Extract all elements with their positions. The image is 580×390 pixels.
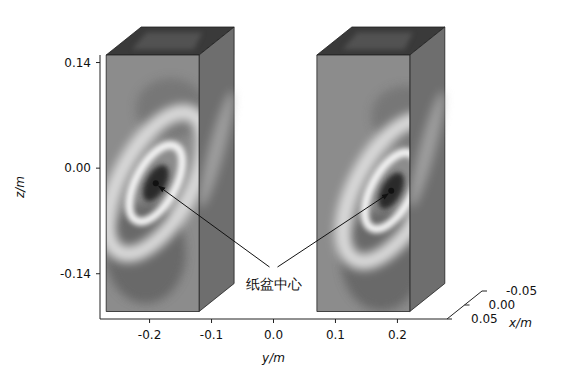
y-tick bbox=[149, 319, 150, 323]
z-tick-label: 0.00 bbox=[64, 161, 91, 175]
texture-ring bbox=[323, 105, 460, 277]
z-tick bbox=[96, 62, 100, 63]
y-tick-label: 0.0 bbox=[264, 328, 283, 342]
z-axis-label: z/m bbox=[13, 176, 27, 199]
y-tick-label: 0.1 bbox=[326, 328, 345, 342]
box-top-texture bbox=[132, 33, 203, 50]
speaker-box bbox=[87, 27, 240, 312]
y-axis-label: y/m bbox=[261, 351, 285, 365]
front-texture bbox=[323, 86, 460, 311]
speaker-box bbox=[317, 27, 460, 312]
y-tick-label: 0.2 bbox=[388, 328, 407, 342]
z-tick bbox=[96, 168, 100, 169]
z-tick bbox=[96, 273, 100, 274]
annotation-arrow bbox=[278, 194, 389, 267]
y-tick bbox=[335, 319, 336, 323]
texture-core bbox=[138, 161, 174, 206]
texture-core bbox=[373, 168, 409, 213]
y-tick-label: -0.2 bbox=[138, 328, 161, 342]
box-front-outline bbox=[317, 55, 410, 312]
x-tick bbox=[465, 305, 470, 306]
z-tick-label: -0.14 bbox=[60, 267, 91, 281]
y-tick bbox=[273, 319, 274, 323]
y-tick-label: -0.1 bbox=[200, 328, 223, 342]
box-top-texture bbox=[343, 33, 414, 50]
x-tick-label: -0.05 bbox=[506, 284, 537, 298]
box-front-outline bbox=[106, 55, 199, 312]
box-side-texture bbox=[404, 89, 451, 209]
z-tick-label: 0.14 bbox=[64, 56, 91, 70]
z-axis-line bbox=[100, 55, 101, 319]
texture-ring-inner bbox=[354, 144, 429, 237]
chart-root: 0.14 0.00 -0.14 z/m -0.2 -0.1 0.0 0.1 0.2 y/m -0.0… bbox=[0, 0, 580, 390]
y-tick bbox=[397, 319, 398, 323]
texture-ring-inner bbox=[118, 137, 193, 230]
x-tick bbox=[482, 291, 487, 292]
cone-center bbox=[153, 180, 159, 186]
cone-center bbox=[388, 188, 394, 194]
x-tick-label: 0.05 bbox=[471, 312, 498, 326]
front-texture bbox=[87, 78, 224, 303]
x-tick bbox=[447, 319, 452, 320]
x-axis-label: x/m bbox=[508, 316, 532, 330]
texture-ring bbox=[87, 97, 224, 269]
x-tick-label: 0.00 bbox=[489, 298, 516, 312]
annotation-arrow bbox=[159, 186, 270, 267]
y-tick bbox=[211, 319, 212, 323]
annotation: 纸盆中心 bbox=[246, 276, 302, 292]
box-side-texture bbox=[193, 89, 240, 209]
